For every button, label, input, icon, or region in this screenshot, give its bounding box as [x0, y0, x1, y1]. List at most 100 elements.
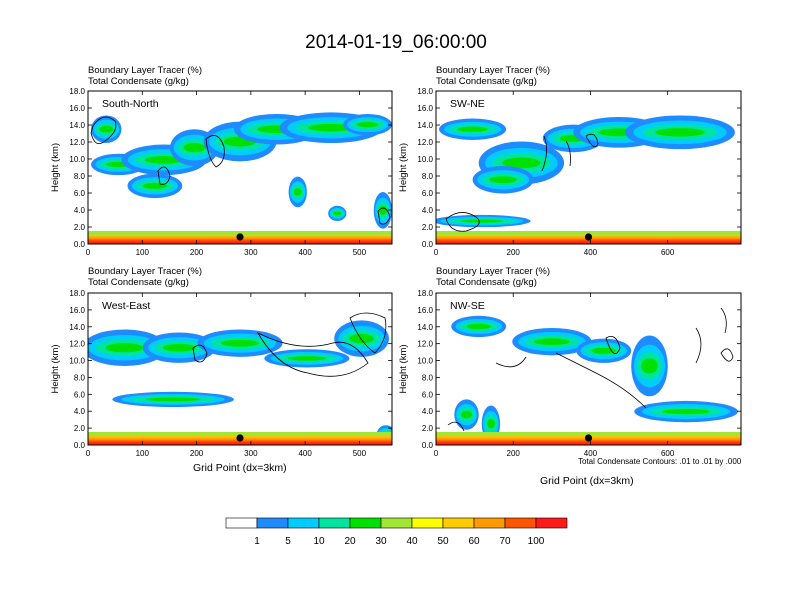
x-tick-label: 0 — [86, 449, 91, 458]
data-field — [436, 91, 741, 244]
cloud-region-5-green — [145, 397, 201, 402]
x-tick-label: 0 — [434, 449, 439, 458]
colorbar-label: 70 — [499, 536, 511, 547]
y-tick-label: 6.0 — [74, 189, 86, 198]
y-tick-label: 4.0 — [74, 407, 86, 416]
condensate-contour-2 — [157, 166, 171, 185]
cloud-region-2-green — [591, 347, 617, 354]
chart-panel-south-north: 0.0 2.0 4.0 6.0 8.0 10.0 12.0 14.0 16.0 18.0 0 100 2… — [50, 87, 393, 257]
data-field — [88, 91, 392, 244]
subtitle-line-2: Total Condensate (g/kg) — [88, 76, 189, 87]
colorbar-swatch — [225, 517, 258, 529]
cloud-region-9-green — [293, 188, 302, 196]
x-tick-label: 200 — [507, 248, 521, 257]
panel-4-subtitle: Boundary Layer Tracer (%) Total Condensa… — [436, 266, 550, 288]
y-tick-label: 14.0 — [417, 323, 433, 332]
condensate-contour-1 — [205, 135, 225, 168]
condensate-contours — [192, 312, 387, 377]
colorbar-label: 1 — [254, 536, 260, 547]
y-tick-label: 0.0 — [422, 441, 434, 450]
y-axis-label: Height (km) — [398, 344, 409, 393]
y-tick-label: 8.0 — [74, 172, 86, 181]
colorbar-label: 20 — [344, 536, 356, 547]
location-marker — [236, 233, 244, 241]
condensate-contour-2 — [495, 352, 647, 409]
x-tick-label: 300 — [244, 449, 258, 458]
cloud-region-2-green — [183, 143, 206, 153]
condensate-contour-1 — [541, 135, 571, 172]
cloud-region-7-green — [142, 182, 168, 189]
cloud-region-2-green — [220, 339, 260, 347]
y-tick-label: 12.0 — [69, 138, 85, 147]
y-tick-label: 14.0 — [417, 121, 433, 130]
x-tick-label: 300 — [244, 248, 258, 257]
y-axis-label: Height (km) — [50, 344, 61, 393]
condensate-contours — [447, 307, 734, 432]
x-tick-label: 400 — [584, 449, 598, 458]
colorbar-label: 5 — [285, 536, 291, 547]
panel-label: South-North — [102, 98, 159, 110]
y-tick-label: 16.0 — [417, 306, 433, 315]
y-axis-label: Height (km) — [398, 143, 409, 192]
cloud-region-3-green — [641, 358, 658, 374]
y-tick-label: 2.0 — [422, 223, 434, 232]
colorbar-label: 10 — [313, 536, 325, 547]
y-tick-label: 2.0 — [422, 424, 434, 433]
location-marker — [584, 434, 593, 442]
y-tick-label: 10.0 — [417, 155, 433, 164]
subtitle-line-2: Total Condensate (g/kg) — [436, 76, 537, 87]
colorbar-swatch — [442, 517, 475, 529]
condensate-contours — [90, 116, 391, 225]
plot-background — [88, 293, 392, 445]
x-tick-label: 200 — [190, 449, 204, 458]
cloud-region-4-green — [655, 128, 705, 137]
y-tick-label: 2.0 — [74, 424, 86, 433]
y-tick-label: 18.0 — [69, 289, 85, 298]
y-axis-label: Height (km) — [50, 143, 61, 192]
cloud-region-8-green — [99, 125, 114, 133]
cloud-region-1-green — [502, 157, 541, 169]
chart-panel-west-east: 0.0 2.0 4.0 6.0 8.0 10.0 12.0 14.0 16.0 18.0 0 100 2… — [50, 289, 393, 458]
condensate-contour-0 — [605, 335, 621, 355]
condensate-contour-1 — [256, 332, 369, 377]
chart-panel-nw-se: 0.0 2.0 4.0 6.0 8.0 10.0 12.0 14.0 16.0 18.0 0 200 4… — [398, 289, 742, 458]
colorbar-label: 100 — [527, 536, 545, 547]
subtitle-line-2: Total Condensate (g/kg) — [88, 277, 189, 288]
colorbar-swatch — [411, 517, 444, 529]
y-tick-label: 0.0 — [422, 240, 434, 249]
contour-note: Total Condensate Contours: .01 to .01 by… — [578, 457, 742, 466]
panel-label: West-East — [102, 300, 150, 312]
plot-frame — [87, 90, 393, 245]
x-tick-label: 400 — [584, 248, 598, 257]
x-tick-label: 400 — [298, 449, 312, 458]
x-axis-label-right: Grid Point (dx=3km) — [540, 475, 634, 487]
condensate-contour-0 — [445, 212, 480, 232]
cloud-region-5-green — [461, 410, 472, 419]
y-tick-label: 16.0 — [69, 104, 85, 113]
panel-3-subtitle: Boundary Layer Tracer (%) Total Condensa… — [88, 266, 202, 288]
colorbar-label: 50 — [437, 536, 449, 547]
y-tick-label: 12.0 — [417, 340, 433, 349]
colorbar — [225, 517, 568, 529]
location-marker — [584, 233, 593, 241]
y-tick-label: 12.0 — [69, 340, 85, 349]
cloud-region-0-green — [105, 343, 144, 353]
y-tick-label: 6.0 — [422, 390, 434, 399]
cloud-region-0-green — [457, 126, 488, 132]
y-tick-label: 16.0 — [69, 306, 85, 315]
cloud-region-1-green — [144, 156, 184, 164]
y-tick-label: 4.0 — [74, 206, 86, 215]
cloud-region-6-green — [356, 121, 379, 128]
y-tick-label: 8.0 — [422, 172, 434, 181]
colorbar-swatch — [380, 517, 413, 529]
y-tick-label: 6.0 — [74, 390, 86, 399]
condensate-contour-2 — [349, 312, 387, 354]
panel-1-subtitle: Boundary Layer Tracer (%) Total Condensa… — [88, 65, 202, 87]
y-tick-label: 12.0 — [417, 138, 433, 147]
plot-frame — [87, 292, 393, 446]
y-tick-label: 8.0 — [422, 373, 434, 382]
colorbar-swatch — [256, 517, 289, 529]
panel-label: NW-SE — [450, 300, 485, 312]
subtitle-line-2: Total Condensate (g/kg) — [436, 277, 537, 288]
